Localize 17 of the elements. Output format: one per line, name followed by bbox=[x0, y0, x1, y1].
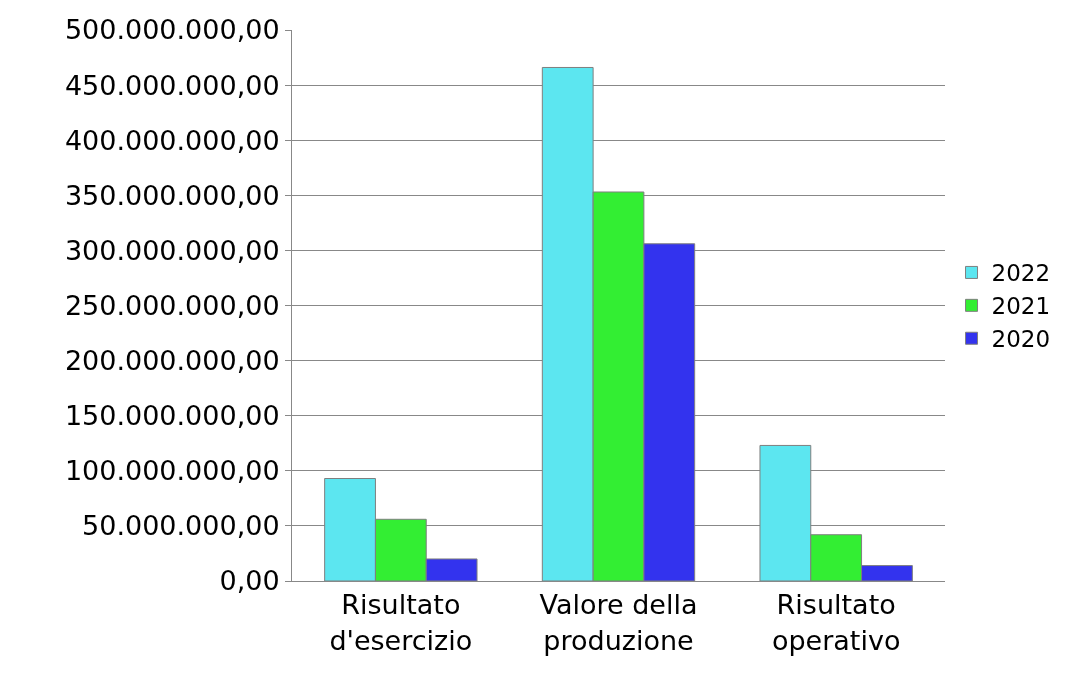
legend-label: 2022 bbox=[991, 260, 1051, 287]
x-tick-label: Valore della produzione bbox=[539, 589, 698, 656]
y-tick-label: 50.000.000,00 bbox=[82, 510, 280, 542]
y-tick-label: 300.000.000,00 bbox=[64, 234, 280, 266]
y-tick-label: 200.000.000,00 bbox=[64, 345, 280, 377]
y-tick-label: 400.000.000,00 bbox=[64, 124, 280, 156]
y-tick-label: 250.000.000,00 bbox=[64, 289, 280, 321]
y-tick-label: 150.000.000,00 bbox=[64, 400, 280, 432]
y-tick-label: 450.000.000,00 bbox=[64, 69, 280, 101]
y-tick-label: 350.000.000,00 bbox=[64, 179, 280, 211]
x-tick-label: Risultato d'esercizio bbox=[329, 589, 473, 656]
y-tick-label: 100.000.000,00 bbox=[64, 455, 280, 487]
legend-label: 2021 bbox=[991, 293, 1051, 320]
legend-label: 2020 bbox=[991, 326, 1051, 353]
y-tick-label: 500.000.000,00 bbox=[64, 14, 280, 46]
x-tick-label: Risultato operativo bbox=[771, 589, 901, 656]
y-tick-label: 0,00 bbox=[219, 565, 280, 597]
